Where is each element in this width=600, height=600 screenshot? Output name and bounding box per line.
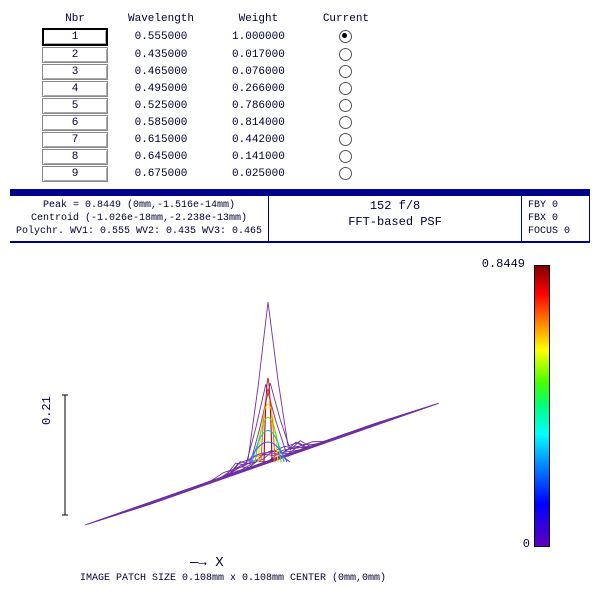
table-row: 90.6750000.025000 <box>42 166 387 182</box>
table-row: 30.4650000.076000 <box>42 64 387 80</box>
colorbar-min: 0 <box>523 537 530 551</box>
radio-icon[interactable] <box>339 150 352 163</box>
info-title1: 152 f/8 <box>275 199 515 215</box>
current-cell[interactable] <box>305 132 387 148</box>
col-weight: Weight <box>214 11 303 27</box>
current-cell[interactable] <box>305 98 387 114</box>
col-current: Current <box>305 11 387 27</box>
col-wavelength: Wavelength <box>110 11 212 27</box>
wavelength-cell: 0.645000 <box>110 149 212 165</box>
plot-footer: IMAGE PATCH SIZE 0.108mm x 0.108mm CENTE… <box>80 573 386 584</box>
table-row: 50.5250000.786000 <box>42 98 387 114</box>
current-cell[interactable] <box>305 28 387 46</box>
nbr-cell[interactable]: 2 <box>42 47 108 63</box>
info-peak: Peak = 0.8449 (0mm,-1.516e-14mm) <box>16 199 262 212</box>
wavelength-cell: 0.435000 <box>110 47 212 63</box>
nbr-cell[interactable]: 9 <box>42 166 108 182</box>
nbr-cell[interactable]: 3 <box>42 64 108 80</box>
table-row: 60.5850000.814000 <box>42 115 387 131</box>
nbr-cell[interactable]: 7 <box>42 132 108 148</box>
weight-cell: 0.442000 <box>214 132 303 148</box>
wavelength-cell: 0.675000 <box>110 166 212 182</box>
table-row: 40.4950000.266000 <box>42 81 387 97</box>
current-cell[interactable] <box>305 64 387 80</box>
current-cell[interactable] <box>305 115 387 131</box>
wavelength-cell: 0.615000 <box>110 132 212 148</box>
info-title2: FFT-based PSF <box>275 215 515 231</box>
radio-icon[interactable] <box>339 167 352 180</box>
weight-cell: 0.076000 <box>214 64 303 80</box>
weight-cell: 0.017000 <box>214 47 303 63</box>
weight-cell: 0.141000 <box>214 149 303 165</box>
nbr-cell[interactable]: 8 <box>42 149 108 165</box>
info-fbx: FBX 0 <box>528 212 583 225</box>
radio-icon[interactable] <box>339 65 352 78</box>
psf-plot-area: 0.8449 0 0.21 —→ X IMAGE PATCH SIZE 0.10… <box>10 255 590 590</box>
info-polychr: Polychr. WV1: 0.555 WV2: 0.435 WV3: 0.46… <box>16 225 262 238</box>
info-centroid: Centroid (-1.026e-18mm,-2.238e-13mm) <box>16 212 262 225</box>
radio-icon[interactable] <box>339 99 352 112</box>
info-fby: FBY 0 <box>528 199 583 212</box>
radio-icon[interactable] <box>339 133 352 146</box>
info-band: Peak = 0.8449 (0mm,-1.516e-14mm) Centroi… <box>10 194 590 243</box>
x-axis-label: —→ X <box>190 555 224 571</box>
nbr-cell[interactable]: 4 <box>42 81 108 97</box>
table-header-row: Nbr Wavelength Weight Current <box>42 11 387 27</box>
current-cell[interactable] <box>305 166 387 182</box>
table-row: 70.6150000.442000 <box>42 132 387 148</box>
current-cell[interactable] <box>305 47 387 63</box>
radio-icon[interactable] <box>339 116 352 129</box>
info-right: FBY 0 FBX 0 FOCUS 0 <box>522 196 590 241</box>
table-row: 20.4350000.017000 <box>42 47 387 63</box>
wavelength-table: Nbr Wavelength Weight Current 10.5550001… <box>40 10 389 183</box>
wavelength-cell: 0.525000 <box>110 98 212 114</box>
radio-icon[interactable] <box>339 48 352 61</box>
colorbar <box>534 265 550 547</box>
wavelength-cell: 0.465000 <box>110 64 212 80</box>
weight-cell: 0.786000 <box>214 98 303 114</box>
table-row: 80.6450000.141000 <box>42 149 387 165</box>
wavelength-cell: 0.555000 <box>110 28 212 46</box>
weight-cell: 0.266000 <box>214 81 303 97</box>
wavelength-cell: 0.585000 <box>110 115 212 131</box>
info-focus: FOCUS 0 <box>528 225 583 238</box>
psf-3d-plot <box>45 265 445 565</box>
col-nbr: Nbr <box>42 11 108 27</box>
nbr-cell[interactable]: 6 <box>42 115 108 131</box>
radio-icon[interactable] <box>339 30 352 43</box>
weight-cell: 0.814000 <box>214 115 303 131</box>
y-axis-label: 0.21 <box>40 396 54 425</box>
weight-cell: 1.000000 <box>214 28 303 46</box>
nbr-cell[interactable]: 1 <box>42 28 108 46</box>
wavelength-cell: 0.495000 <box>110 81 212 97</box>
table-row: 10.5550001.000000 <box>42 28 387 46</box>
info-left: Peak = 0.8449 (0mm,-1.516e-14mm) Centroi… <box>10 196 269 241</box>
weight-cell: 0.025000 <box>214 166 303 182</box>
nbr-cell[interactable]: 5 <box>42 98 108 114</box>
current-cell[interactable] <box>305 149 387 165</box>
current-cell[interactable] <box>305 81 387 97</box>
colorbar-max: 0.8449 <box>482 257 525 271</box>
info-title: 152 f/8 FFT-based PSF <box>269 196 522 241</box>
radio-icon[interactable] <box>339 82 352 95</box>
